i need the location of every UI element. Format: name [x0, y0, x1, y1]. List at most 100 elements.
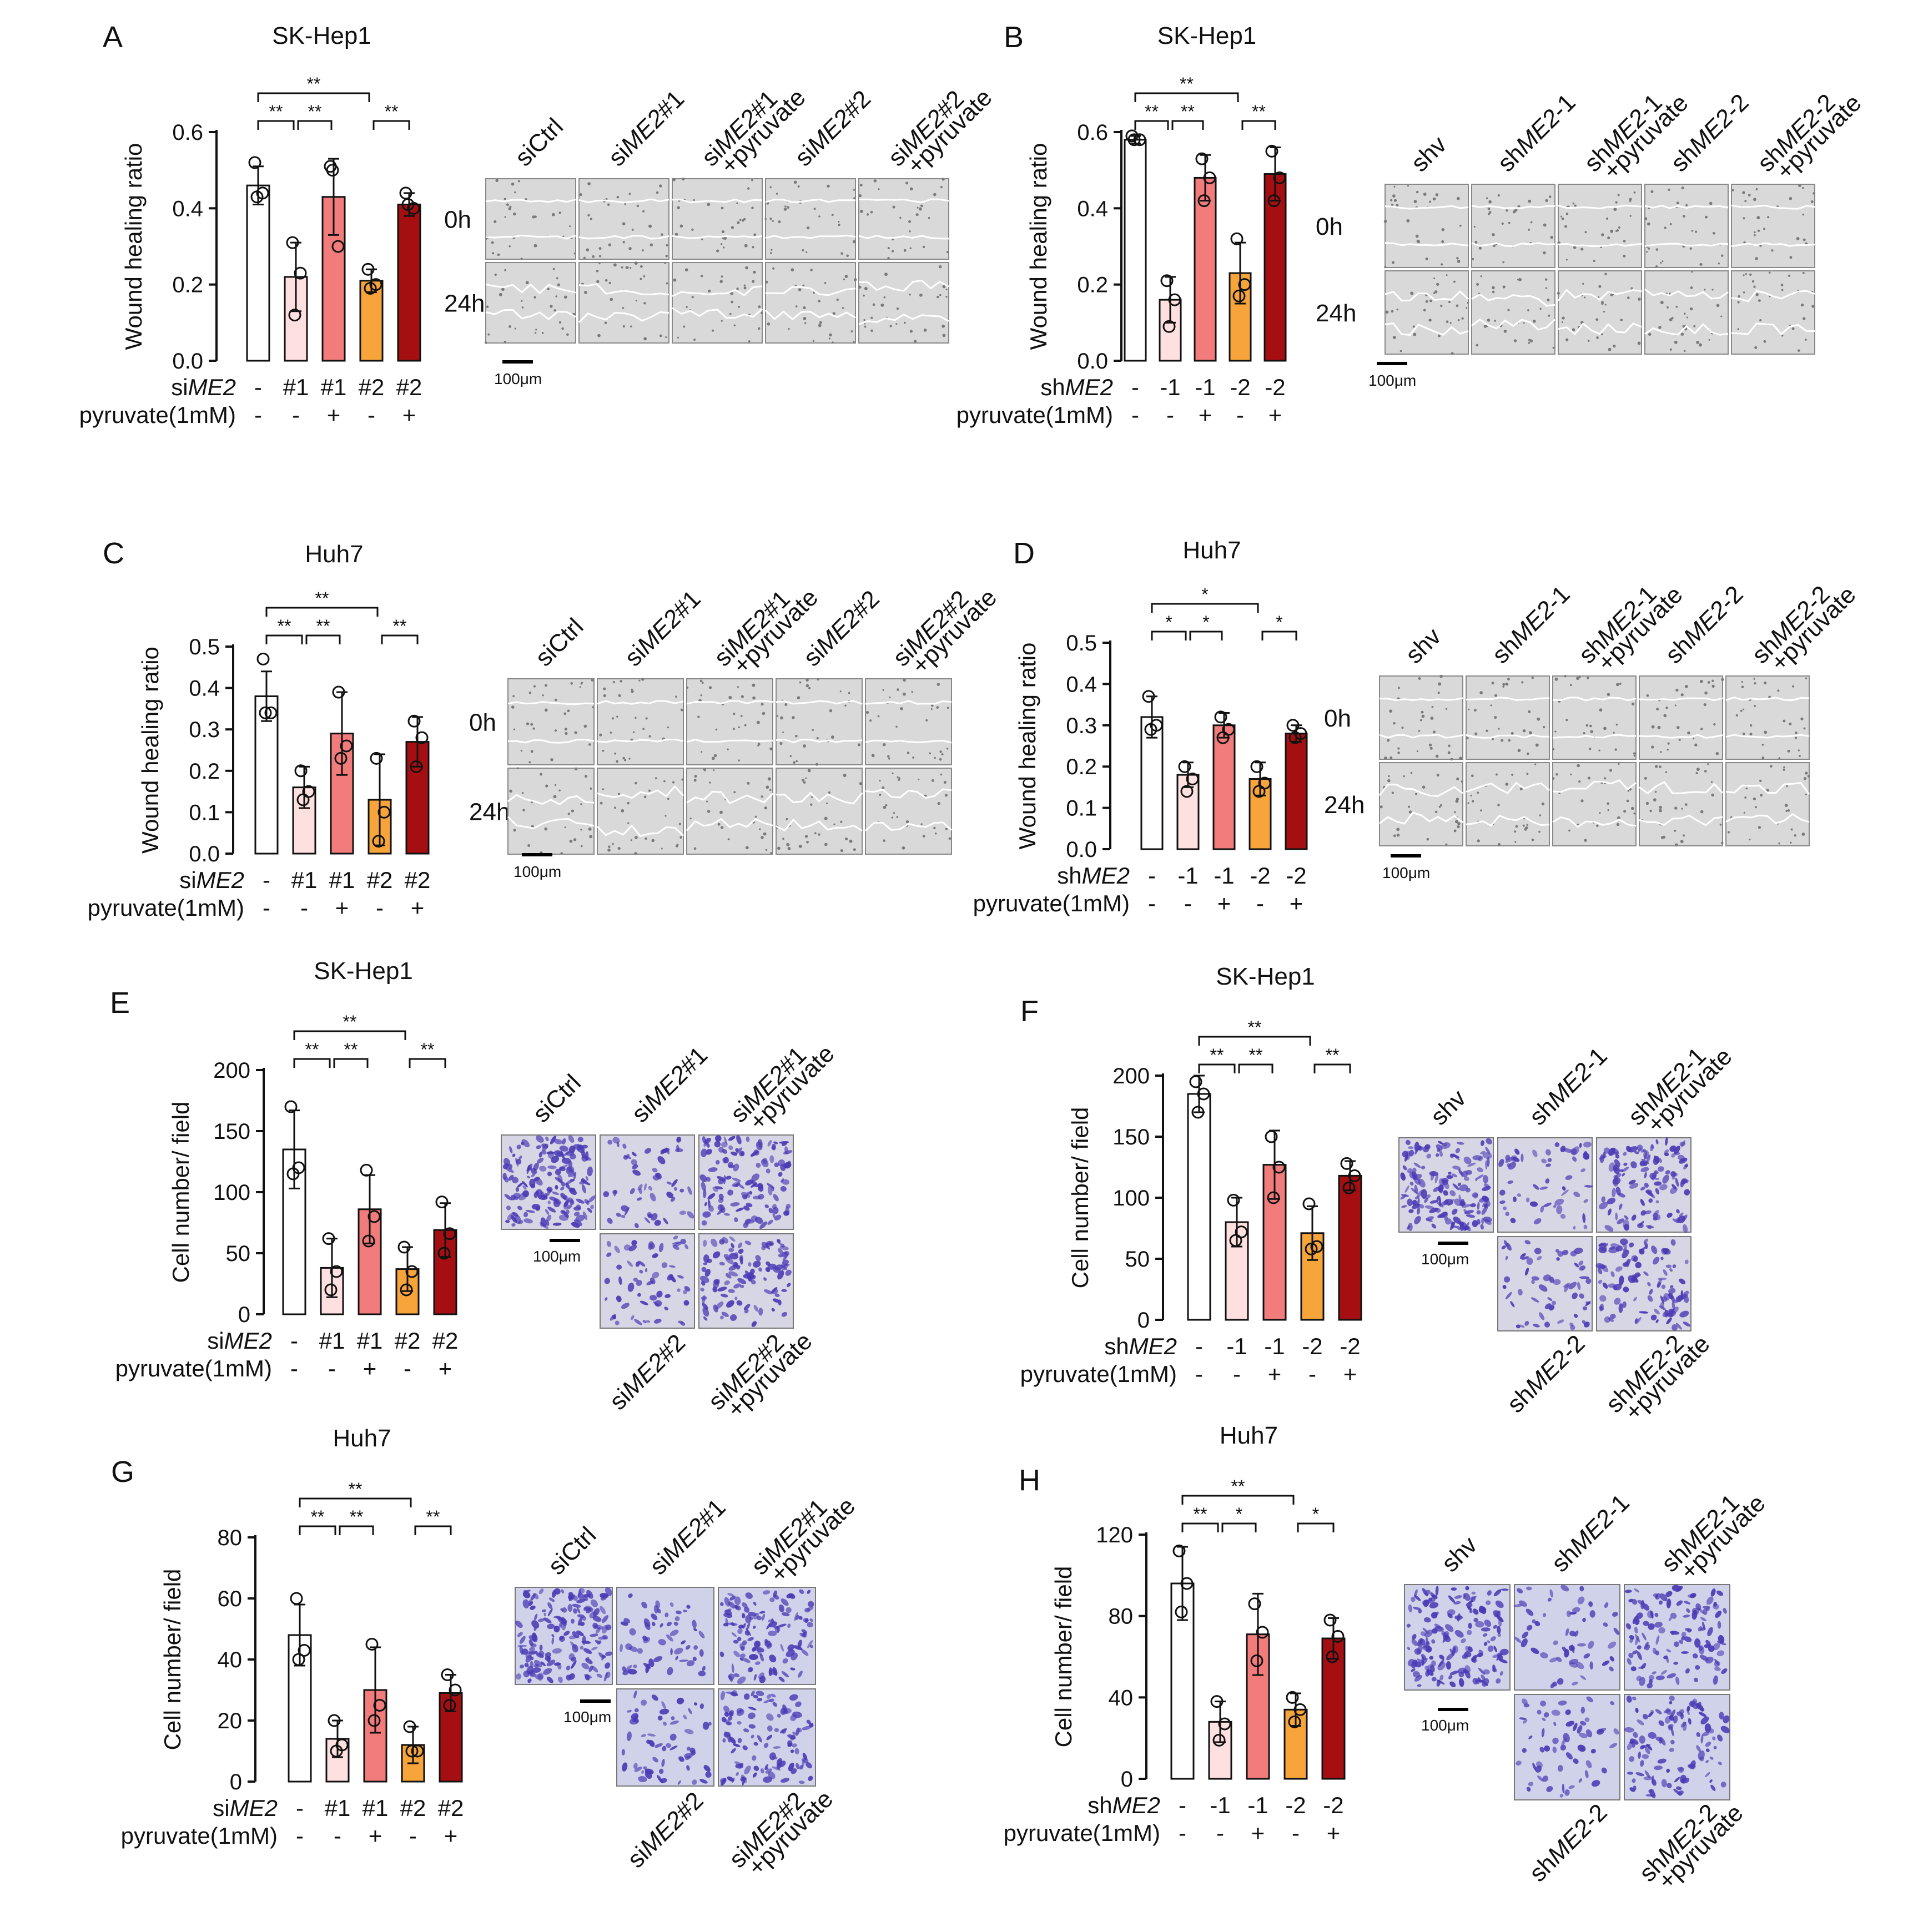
cell-speck [1472, 258, 1474, 260]
cell-speck [1615, 230, 1618, 233]
cell-speck [812, 729, 814, 732]
cell-speck [573, 838, 577, 841]
cell-speck [883, 296, 886, 299]
cell-speck [521, 792, 524, 794]
cell-speck [1457, 825, 1460, 829]
y-tick-label: 120 [1096, 1523, 1133, 1547]
wound-edge [858, 234, 949, 240]
cell-speck [742, 219, 744, 222]
cell-speck [680, 708, 683, 712]
wound-micrograph [776, 768, 863, 855]
cell-speck [511, 705, 515, 709]
cell-speck [1798, 349, 1800, 352]
cell-speck [1433, 292, 1436, 294]
cell-speck [1655, 265, 1658, 268]
cell-speck [616, 760, 618, 763]
x-category-label: #2 [367, 867, 393, 893]
cell-speck [727, 838, 730, 840]
cell-speck [1604, 777, 1607, 780]
cell-speck [630, 325, 632, 328]
data-point [1168, 293, 1181, 306]
cell-speck [1651, 745, 1654, 749]
wound-edge [858, 313, 949, 325]
cell-speck [1494, 715, 1497, 719]
pyruvate-label: - [1166, 402, 1174, 428]
cell-speck [569, 225, 571, 228]
pyruvate-label: + [1343, 1361, 1357, 1387]
cell-speck [1646, 694, 1649, 697]
cell-speck [544, 708, 548, 712]
cell-speck [1807, 774, 1810, 778]
cell-speck [1778, 757, 1781, 759]
data-point [1302, 1197, 1316, 1210]
cell-speck [622, 325, 625, 328]
cell-speck [558, 211, 561, 214]
cell-speck [1803, 238, 1806, 241]
x-category-label: -2 [1340, 1333, 1360, 1359]
cell-speck [858, 285, 862, 289]
cell-speck [506, 203, 509, 206]
cell-speck [1596, 336, 1599, 339]
cell-speck [1647, 222, 1650, 226]
cell-speck [1743, 811, 1745, 814]
cell-speck [628, 193, 631, 195]
cell-speck [1446, 320, 1449, 324]
cell-speck [756, 720, 760, 724]
cell-speck [1513, 210, 1516, 214]
cell-speck [1696, 768, 1700, 771]
pyruvate-label: - [409, 1823, 417, 1849]
cell-speck [1704, 770, 1707, 773]
wound-edge [507, 816, 595, 829]
transwell-images-E: siCtrl siME2#1siME2#1+pyruvatesiME2#2siME… [501, 1040, 840, 1423]
cell-speck [1620, 319, 1623, 321]
cell-speck [694, 775, 697, 778]
wound-edge [1731, 204, 1815, 210]
condition-label: shME2-1 [1524, 1042, 1612, 1131]
cell-speck [840, 820, 843, 823]
cell-speck [608, 281, 612, 285]
cell-speck [1529, 731, 1532, 735]
cell-speck [602, 788, 605, 790]
cell-speck [1441, 240, 1444, 243]
cell-speck [1393, 185, 1396, 188]
cell-speck [1391, 310, 1394, 313]
cell-speck [645, 837, 647, 840]
wound-micrograph [858, 178, 949, 260]
cell-speck [850, 330, 853, 332]
cell-speck [1456, 196, 1460, 200]
cell-speck [759, 828, 761, 830]
bar [1140, 716, 1164, 850]
x-category-label: - [263, 867, 270, 893]
cell-speck [776, 193, 778, 195]
significance-bracket [257, 92, 370, 102]
x-category-label: #2 [396, 374, 422, 400]
cell-speck [673, 278, 677, 282]
significance-label: ** [308, 102, 322, 122]
cell-speck [622, 222, 626, 225]
data-point [1175, 1605, 1188, 1618]
cell-speck [1669, 223, 1672, 225]
cell-speck [1428, 743, 1432, 746]
cell-speck [645, 717, 648, 720]
scale-bar-label: 100μm [494, 370, 542, 387]
cell-speck [563, 295, 567, 299]
cell-speck [769, 747, 773, 751]
significance-label: ** [278, 616, 291, 636]
y-tick-label: 200 [213, 1058, 250, 1083]
cell-speck [721, 206, 724, 210]
x-category-label: #1 [325, 1795, 351, 1821]
y-tick-label: 0.0 [1077, 349, 1108, 374]
cell-speck [708, 289, 711, 292]
cell-speck [1789, 256, 1793, 259]
x-category-label: -1 [1210, 1792, 1230, 1818]
cell-speck [1663, 714, 1667, 718]
cell-speck [891, 250, 894, 253]
scale-bar-label: 100μm [1382, 864, 1430, 881]
cell-speck [1528, 710, 1531, 713]
cell-speck [534, 332, 537, 334]
cell-speck [761, 795, 763, 798]
chart-title: SK-Hep1 [1216, 963, 1315, 990]
